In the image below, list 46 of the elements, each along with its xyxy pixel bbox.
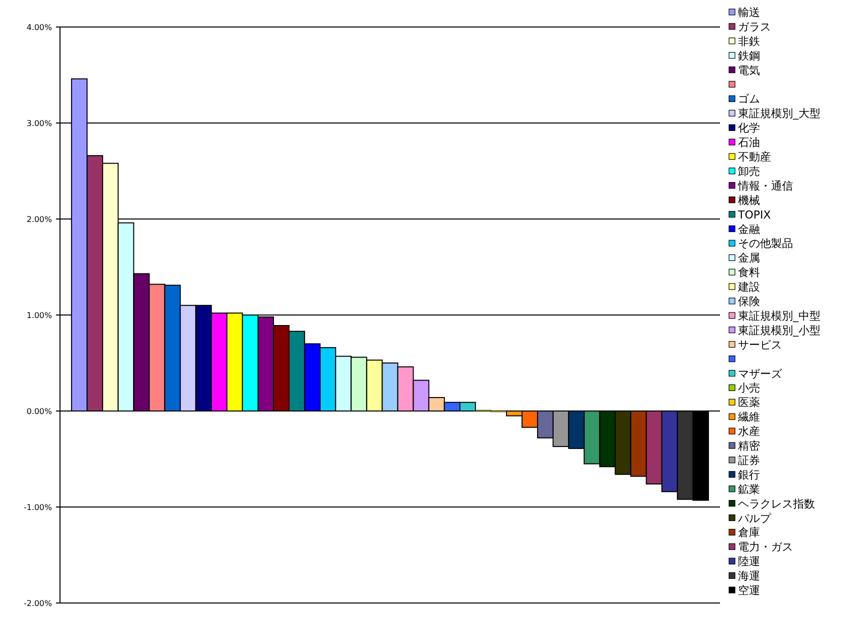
legend-label: 不動産: [738, 150, 771, 164]
legend-label: 食料: [738, 266, 760, 280]
legend-label: 機械: [738, 194, 760, 207]
legend-label: ガラス: [738, 20, 771, 34]
y-tick-label: 2.00%: [26, 215, 52, 224]
legend-label: 鉄鋼: [738, 49, 760, 62]
legend-label: 証券: [738, 454, 760, 467]
legend-label: 医薬: [738, 396, 760, 410]
legend-label: 水産: [738, 425, 760, 438]
legend-label: 倉庫: [738, 526, 760, 540]
legend-label: 電気: [738, 64, 760, 77]
legend-label: 空運: [738, 584, 760, 597]
legend-label: 鉱業: [738, 482, 760, 496]
legend-label: ゴム: [738, 92, 760, 106]
legend-label: 建設: [737, 280, 760, 294]
legend-label: 陸運: [738, 555, 760, 568]
legend-label: 情報・通信: [737, 179, 793, 192]
legend-label: 石油: [738, 136, 760, 150]
legend-label: パルプ: [737, 512, 772, 525]
legend-label: 輸送: [738, 6, 760, 19]
legend-label: 金融: [738, 222, 760, 236]
y-tick-label: 1.00%: [26, 311, 52, 320]
y-tick-label: -2.00%: [24, 599, 52, 608]
legend-label: 海運: [738, 570, 760, 583]
legend-label: 東証規模別_中型: [738, 309, 820, 322]
legend-label: 東証規模別_大型: [738, 107, 820, 120]
legend-label: 電力・ガス: [738, 540, 793, 554]
legend-label: 東証規模別_小型: [738, 324, 820, 337]
y-tick-label: -1.00%: [24, 503, 52, 512]
legend-label: 化学: [738, 122, 760, 135]
legend-label: 保険: [738, 295, 760, 308]
legend-label: 小売: [738, 382, 760, 395]
legend-label: マザーズ: [738, 367, 783, 380]
legend-label: 繊維: [737, 410, 760, 424]
legend-label: ヘラクレス指数: [738, 497, 815, 510]
legend-label: その他製品: [738, 237, 793, 250]
legend-label: 精密: [738, 440, 760, 452]
legend-label: TOPIX: [737, 208, 772, 222]
legend-label: 銀行: [738, 468, 760, 482]
legend-label: サービス: [738, 338, 782, 352]
legend-label: 金属: [738, 252, 760, 265]
legend-label: 卸売: [738, 164, 760, 178]
legend-label: 非鉄: [738, 34, 760, 48]
y-tick-label: 4.00%: [26, 23, 52, 32]
y-tick-label: 0.00%: [26, 407, 52, 416]
y-tick-label: 3.00%: [26, 119, 52, 128]
